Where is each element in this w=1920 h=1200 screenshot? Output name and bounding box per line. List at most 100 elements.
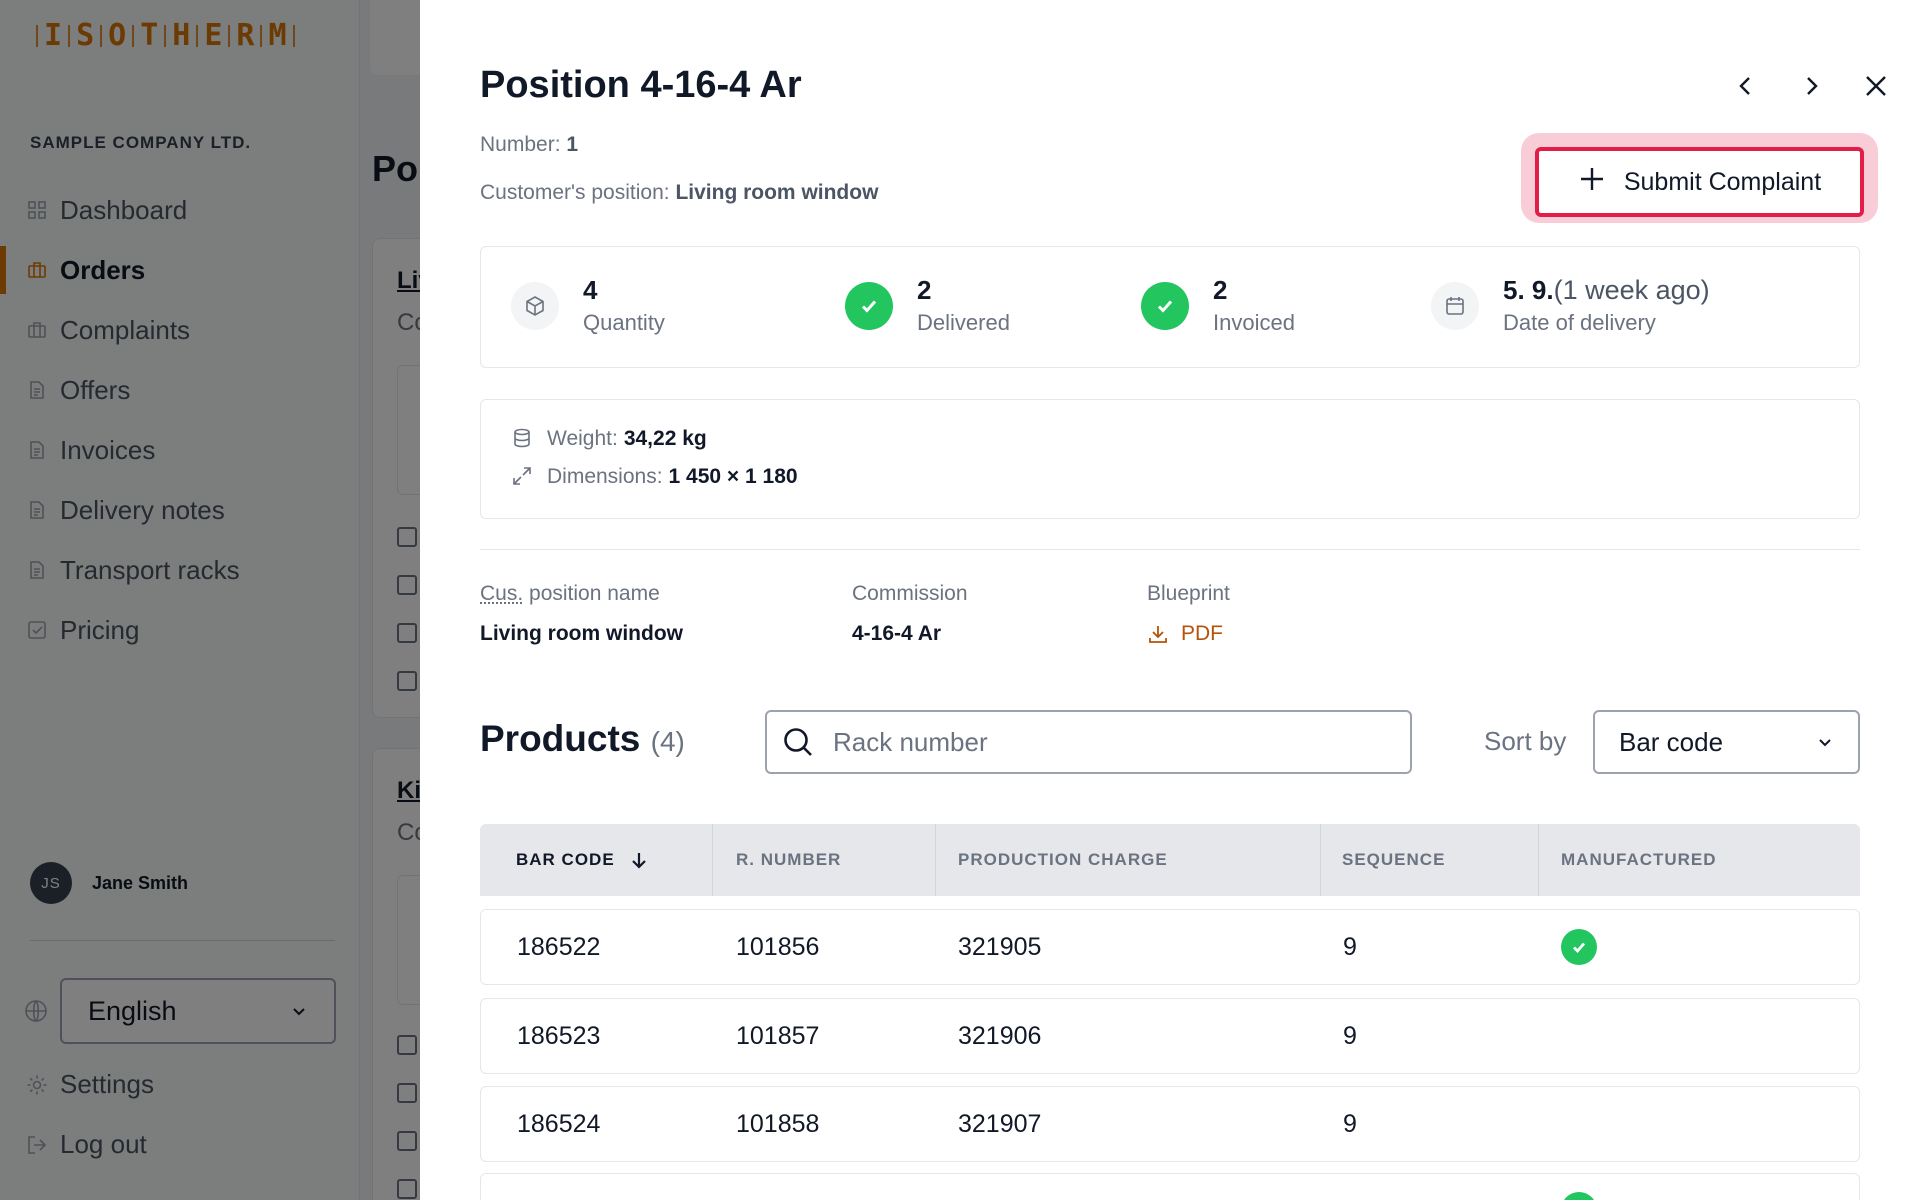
column-label: MANUFACTURED [1561, 850, 1717, 870]
search-icon [781, 725, 815, 759]
cell-r-number: 101856 [736, 910, 819, 984]
weight-label: Weight: [547, 427, 618, 451]
chevron-right-icon [1798, 73, 1824, 99]
cell-r-number: 101858 [736, 1087, 819, 1161]
cell-production-charge: 321907 [958, 1087, 1041, 1161]
cell-sequence: 9 [1343, 999, 1357, 1073]
customer-position-name-label: Cus. position name [480, 582, 683, 606]
invoiced-value: 2 [1213, 275, 1295, 306]
close-icon [1862, 72, 1890, 100]
delivered-value: 2 [917, 275, 1010, 306]
products-heading: Products (4) [480, 718, 685, 760]
customer-position-value: Living room window [675, 181, 878, 204]
cell-production-charge: 321905 [958, 910, 1041, 984]
calendar-icon [1431, 282, 1479, 330]
sort-label: Sort by [1484, 726, 1566, 757]
sort-value: Bar code [1619, 727, 1723, 758]
panel-controls [1701, 66, 1896, 106]
stat-delivered: 2 Delivered [845, 275, 1010, 336]
box-icon [511, 282, 559, 330]
commission: Commission 4-16-4 Ar [852, 582, 968, 646]
panel-title: Position 4-16-4 Ar [480, 64, 802, 107]
cell-r-number: 101857 [736, 999, 819, 1073]
column-divider [712, 824, 713, 896]
invoiced-label: Invoiced [1213, 310, 1295, 336]
dimensions-row: Dimensions: 1 450 × 1 180 [511, 465, 798, 489]
position-stats: 4 Quantity 2 Delivered 2 Invoiced [480, 246, 1860, 368]
stat-invoiced: 2 Invoiced [1141, 275, 1295, 336]
blueprint-label: Blueprint [1147, 582, 1230, 606]
submit-complaint-button[interactable]: Submit Complaint [1535, 147, 1864, 217]
column-label: R. NUMBER [736, 850, 841, 870]
column-divider [1320, 824, 1321, 896]
products-title: Products [480, 718, 640, 759]
delivery-date-label: Date of delivery [1503, 310, 1710, 336]
cell-manufactured [1561, 910, 1597, 984]
delivery-date-relative: (1 week ago) [1554, 275, 1710, 305]
database-icon [511, 427, 535, 451]
cell-bar-code: 186522 [517, 910, 600, 984]
column-sequence[interactable]: SEQUENCE [1342, 824, 1445, 896]
chevron-down-icon [1816, 733, 1834, 751]
column-label: BAR CODE [516, 850, 615, 870]
column-label: SEQUENCE [1342, 850, 1445, 870]
customer-position-name: Cus. position name Living room window [480, 582, 683, 646]
position-detail-panel: Position 4-16-4 Ar Number: 1 Customer's … [420, 0, 1920, 1200]
check-circle-icon [845, 282, 893, 330]
column-manufactured[interactable]: MANUFACTURED [1561, 824, 1717, 896]
previous-button[interactable] [1726, 66, 1766, 106]
products-table-header: BAR CODE R. NUMBER PRODUCTION CHARGE SEQ… [480, 824, 1860, 896]
customer-position-label: Customer's position: [480, 181, 670, 204]
delivered-label: Delivered [917, 310, 1010, 336]
abbreviation[interactable]: Cus. [480, 582, 523, 605]
customer-position-name-value: Living room window [480, 622, 683, 646]
table-row[interactable]: 186522 101856 321905 9 [480, 909, 1860, 985]
label-text: position name [523, 582, 660, 605]
download-icon [1147, 623, 1169, 645]
rack-search-input[interactable] [833, 727, 1393, 758]
weight-value: 34,22 kg [624, 427, 707, 451]
submit-complaint-label: Submit Complaint [1624, 168, 1821, 197]
customer-position: Customer's position: Living room window [480, 181, 878, 205]
products-count: (4) [651, 726, 685, 757]
table-row[interactable]: 186523 101857 321906 9 [480, 998, 1860, 1074]
pdf-link-label: PDF [1181, 622, 1223, 646]
column-production-charge[interactable]: PRODUCTION CHARGE [958, 824, 1168, 896]
column-label: PRODUCTION CHARGE [958, 850, 1168, 870]
section-divider [480, 549, 1860, 550]
check-circle-icon [1561, 929, 1597, 965]
cell-production-charge: 321906 [958, 999, 1041, 1073]
next-button[interactable] [1791, 66, 1831, 106]
weight-row: Weight: 34,22 kg [511, 427, 707, 451]
delivery-date-value: 5. 9. [1503, 275, 1554, 305]
stat-date-of-delivery: 5. 9.(1 week ago) Date of delivery [1431, 275, 1710, 336]
number-value: 1 [566, 133, 578, 156]
blueprint-download-link[interactable]: PDF [1147, 622, 1230, 646]
number-label: Number: [480, 133, 561, 156]
cell-manufactured [1561, 1174, 1597, 1200]
rack-search [765, 710, 1412, 774]
column-divider [1538, 824, 1539, 896]
table-row[interactable]: 186524 101858 321907 9 [480, 1086, 1860, 1162]
check-circle-icon [1141, 282, 1189, 330]
column-r-number[interactable]: R. NUMBER [736, 824, 841, 896]
blueprint: Blueprint PDF [1147, 582, 1230, 646]
commission-value: 4-16-4 Ar [852, 622, 968, 646]
position-number: Number: 1 [480, 133, 578, 157]
cell-bar-code: 186524 [517, 1087, 600, 1161]
dimensions-value: 1 450 × 1 180 [669, 465, 798, 489]
dimensions-label: Dimensions: [547, 465, 663, 489]
quantity-value: 4 [583, 275, 665, 306]
expand-icon [511, 465, 535, 489]
cell-sequence: 9 [1343, 1087, 1357, 1161]
table-row[interactable] [480, 1173, 1860, 1200]
quantity-label: Quantity [583, 310, 665, 336]
chevron-left-icon [1733, 73, 1759, 99]
sort-select[interactable]: Bar code [1593, 710, 1860, 774]
check-circle-icon [1561, 1192, 1597, 1200]
weight-dimensions-card: Weight: 34,22 kg Dimensions: 1 450 × 1 1… [480, 399, 1860, 519]
close-button[interactable] [1856, 66, 1896, 106]
arrow-down-icon [629, 850, 649, 870]
column-bar-code[interactable]: BAR CODE [516, 824, 649, 896]
plus-icon [1578, 165, 1606, 199]
